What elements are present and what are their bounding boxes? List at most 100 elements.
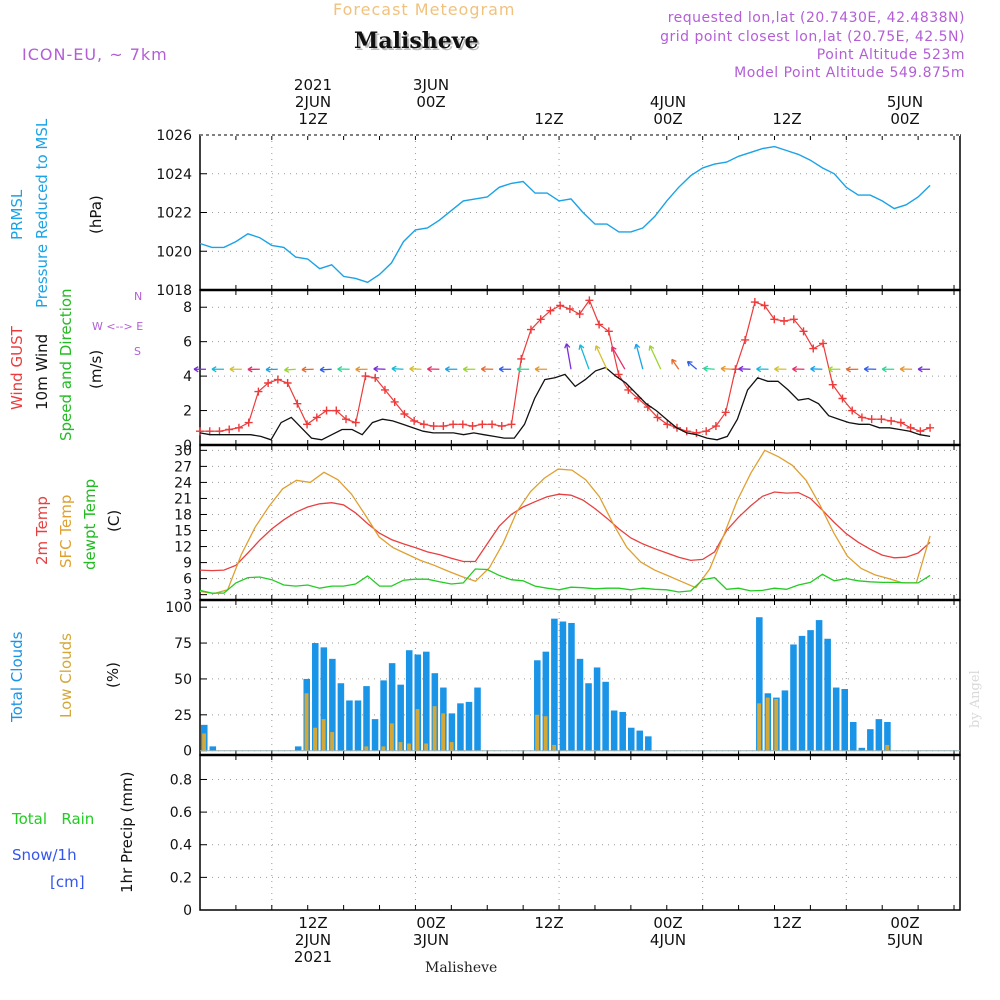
gust-marker: [760, 301, 769, 310]
wind-direction-arrow: [337, 365, 350, 373]
wind-direction-arrow: [319, 366, 332, 373]
gust-marker: [488, 420, 497, 429]
y-tick-label: 0.2: [170, 870, 192, 886]
total-cloud-bar: [380, 680, 387, 751]
wind-direction-arrow: [738, 365, 751, 373]
y-tick-label: 1018: [156, 283, 192, 299]
gust-marker: [254, 387, 263, 396]
y-tick-label: 1022: [156, 206, 192, 222]
gust-marker: [828, 380, 837, 389]
wind-direction-arrow: [516, 366, 530, 373]
gust-marker: [439, 422, 448, 431]
y-tick-label: 6: [183, 335, 192, 351]
wind-direction-arrow: [686, 360, 698, 370]
wind-direction-arrow: [444, 366, 458, 373]
bottom-axis-label: 12Z: [772, 914, 802, 932]
wind-direction-arrow: [193, 366, 206, 373]
total-cloud-bar: [858, 747, 866, 751]
gust-marker: [770, 315, 779, 324]
gust-marker: [497, 422, 506, 431]
low-cloud-bar: [407, 743, 411, 751]
gust-marker: [507, 420, 516, 429]
y-tick-label: 2: [183, 404, 192, 420]
requested-coords: requested lon,lat (20.7430E, 42.4838N): [667, 10, 965, 26]
gust-marker: [799, 327, 808, 336]
panel-frame: [199, 754, 961, 911]
y-tick-label: 12: [174, 540, 192, 556]
low-cloud-bar: [552, 744, 557, 751]
gust-marker: [303, 420, 312, 429]
gust-marker: [517, 354, 526, 363]
footer-location: Malisheve: [425, 960, 498, 976]
gust-line: [200, 299, 931, 434]
wind-direction-arrow: [578, 344, 590, 370]
gust-marker: [293, 399, 302, 408]
y-tick-label: 0.4: [170, 838, 192, 854]
total-cloud-bar: [534, 660, 541, 751]
gust-marker: [390, 397, 399, 406]
wind-panel: 0 2 4 6 8: [183, 289, 961, 454]
gust-marker: [273, 375, 282, 384]
compass-west-east: W <--> E: [92, 320, 144, 333]
gust-marker: [838, 394, 847, 403]
low-cloud-bar: [424, 743, 428, 751]
precip-panel: 0 0.2 0.4 0.6 0.8: [170, 754, 961, 919]
low-cloud-bar: [381, 746, 386, 751]
bottom-axis-label: 00Z 3JUN: [412, 914, 450, 949]
gust-marker: [332, 406, 341, 415]
location-title: Malisheve: [354, 28, 479, 54]
total-cloud-bar: [585, 683, 592, 751]
wind-direction-arrow: [564, 343, 572, 370]
wind-direction-arrow: [881, 366, 895, 373]
total-cloud-bar: [388, 663, 396, 751]
wind-direction-arrow: [810, 365, 823, 373]
gust-marker: [429, 422, 438, 431]
wind-direction-arrow: [498, 366, 512, 373]
total-cloud-bar: [363, 686, 370, 751]
gust-marker: [789, 315, 798, 324]
wind-direction-arrow: [534, 366, 548, 373]
gust-marker: [244, 418, 253, 427]
y-tick-label: 1026: [156, 128, 192, 144]
low-cloud-bar: [774, 699, 779, 751]
y-tick-label: 75: [174, 636, 192, 652]
low-cloud-bar: [543, 716, 548, 751]
total-cloud-bar: [294, 746, 302, 751]
low-cloud-bar: [313, 727, 317, 751]
wind-direction-arrow: [373, 365, 386, 373]
top-axis-label: 12Z: [534, 110, 564, 128]
bottom-axis-label: 00Z 5JUN: [886, 914, 924, 949]
y-tick-label: 30: [174, 443, 192, 459]
gust-marker: [809, 344, 818, 353]
wind-direction-arrow: [671, 358, 680, 370]
top-axis-label: 2021 2JUN 12Z: [293, 76, 333, 128]
total-cloud-bar: [841, 688, 848, 751]
wind-direction-arrow: [229, 366, 242, 373]
gust-marker: [526, 325, 535, 334]
wind-direction-arrow: [648, 345, 662, 370]
total-cloud-bar: [627, 727, 635, 751]
gust-marker: [225, 425, 234, 434]
total-cloud-bar: [568, 622, 575, 751]
bottom-axis-label: 12Z: [534, 914, 564, 932]
low-cloud-bar: [535, 714, 540, 751]
gust-marker: [916, 427, 925, 436]
total-cloud-bar: [371, 719, 379, 751]
gust-marker: [196, 427, 204, 436]
low-cloud-bar: [885, 744, 890, 751]
gust-marker: [692, 428, 701, 437]
gust-marker: [741, 335, 750, 344]
forecast-subtitle: Forecast Meteogram: [333, 0, 516, 19]
wind-direction-arrow: [634, 343, 644, 370]
gust-marker: [468, 422, 477, 431]
low-cloud-bar: [765, 697, 770, 751]
gust-marker: [877, 415, 886, 424]
total-cloud-bar: [867, 729, 874, 751]
pressure-line: [199, 145, 931, 284]
total-cloud-bar: [884, 721, 891, 751]
tsfc-line: [199, 449, 931, 595]
wind-direction-arrow: [774, 365, 787, 373]
total-cloud-bar: [636, 730, 644, 751]
gust-marker: [585, 296, 594, 305]
